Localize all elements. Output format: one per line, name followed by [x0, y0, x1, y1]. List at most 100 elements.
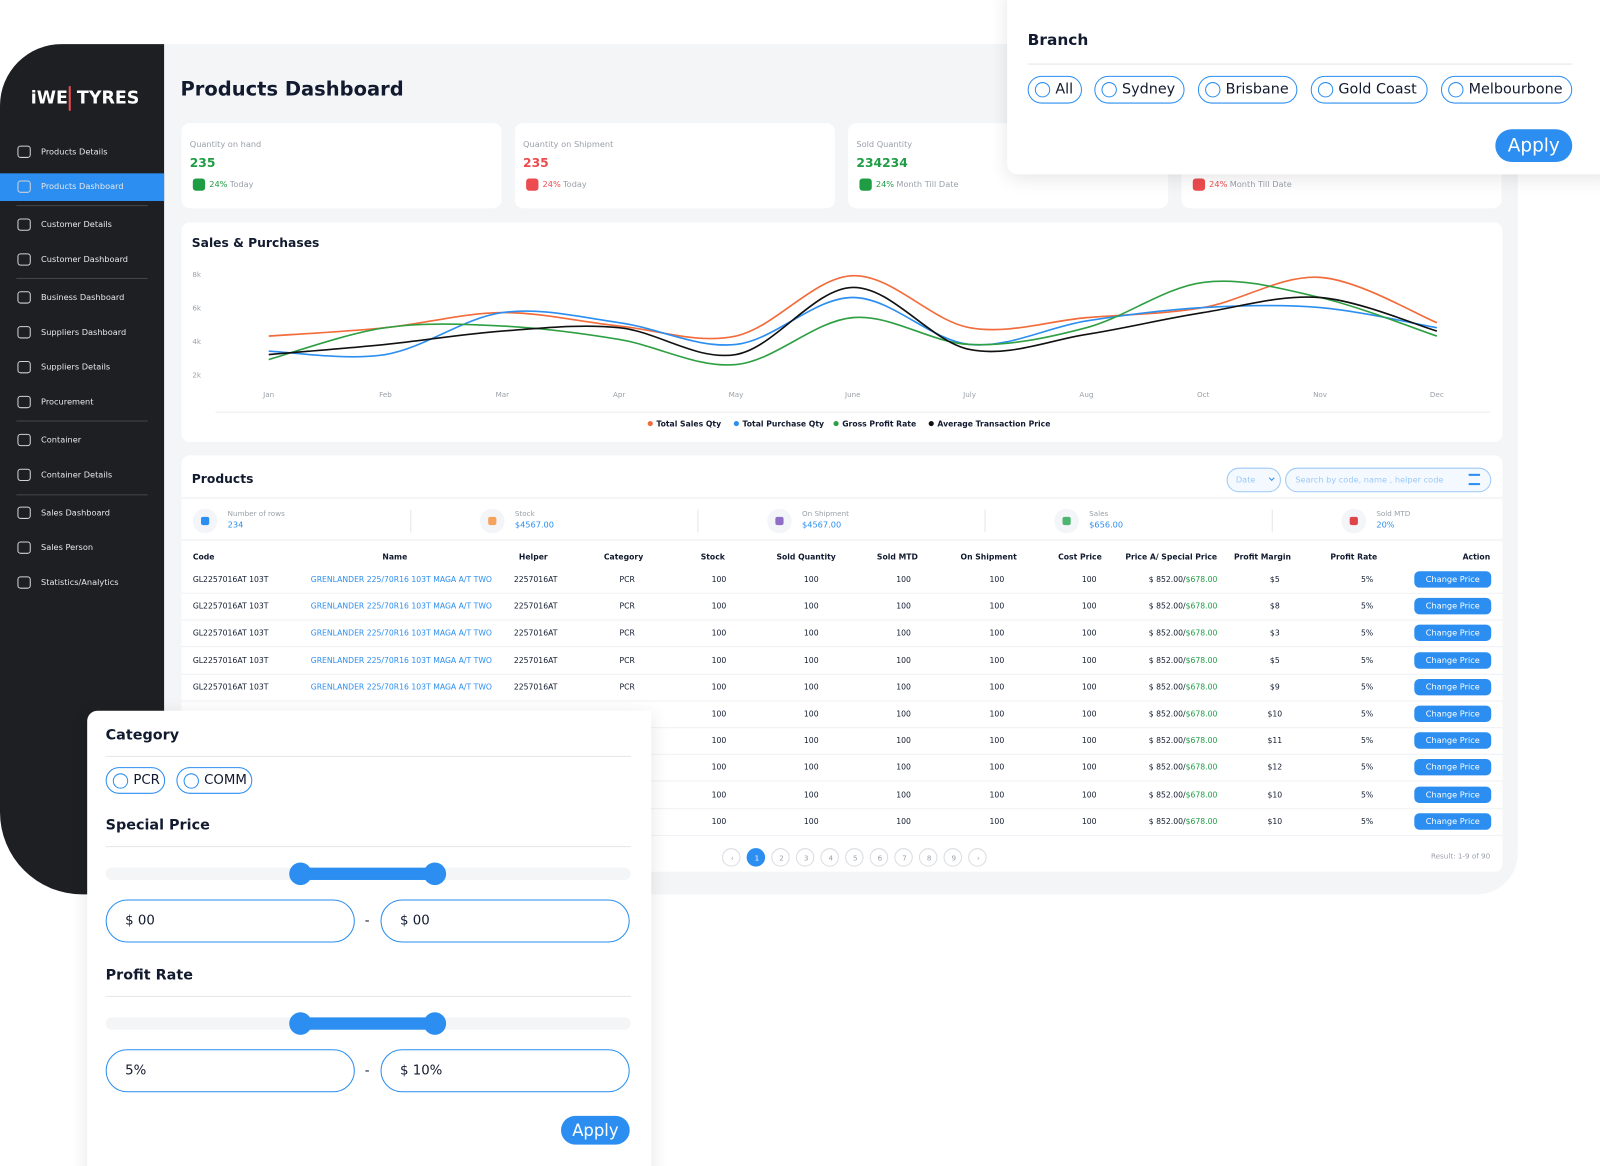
nav-item[interactable]: Procurement	[41, 397, 94, 407]
cell-helper: 2257016AT	[513, 682, 558, 692]
nav-icon	[17, 541, 31, 554]
page-button[interactable]: 6	[869, 848, 889, 867]
change-price-button[interactable]: Change Price	[1414, 705, 1492, 723]
card-period: Month Till Date	[896, 179, 959, 190]
nav-item[interactable]: Suppliers Details	[41, 362, 111, 372]
cell-price-a: $ 852.00/	[1148, 762, 1186, 773]
branch-option[interactable]: All	[1027, 75, 1083, 104]
nav-separator	[16, 277, 148, 279]
nav-item[interactable]: Container Details	[41, 470, 113, 480]
cell-code: GL2257016AT 103T	[192, 628, 269, 638]
cell-sold-mtd: 100	[896, 762, 911, 773]
change-price-button[interactable]: Change Price	[1414, 813, 1492, 830]
logo-divider	[68, 86, 71, 111]
input-value: $ 00	[125, 912, 155, 929]
cell-stock: 100	[711, 682, 727, 692]
row-divider	[181, 646, 1503, 648]
cell-rate: 5%	[1361, 601, 1374, 611]
page-button[interactable]: ‹	[722, 848, 741, 867]
column-header: On Shipment	[960, 552, 1017, 562]
cell-helper: 2257016AT	[513, 574, 558, 585]
section-title: Profit Rate	[105, 967, 193, 984]
page-button[interactable]: 1	[746, 848, 766, 867]
page-button[interactable]: ›	[968, 848, 987, 867]
divider	[181, 497, 1503, 499]
nav-item[interactable]: Statistics/Analytics	[41, 577, 119, 588]
change-price-button[interactable]: Change Price	[1414, 732, 1492, 749]
summary-value: 20%	[1376, 520, 1395, 530]
page-button[interactable]: 7	[894, 848, 913, 867]
slider-knob[interactable]	[423, 862, 447, 886]
cell-price-a: $ 852.00/	[1148, 574, 1186, 585]
branch-option[interactable]: Brisbane	[1197, 75, 1298, 104]
change-price-button[interactable]: Change Price	[1414, 786, 1492, 803]
filter-icon	[1468, 473, 1480, 486]
radio	[1448, 82, 1464, 98]
popup-title: Branch	[1027, 30, 1089, 50]
trend-badge	[1192, 178, 1206, 191]
trend-badge	[526, 178, 539, 191]
change-price-button[interactable]: Change Price	[1414, 678, 1492, 696]
change-price-button[interactable]: Change Price	[1414, 651, 1492, 669]
slider-knob[interactable]	[289, 1012, 312, 1035]
page-button[interactable]: 2	[771, 848, 790, 867]
cell-stock: 100	[711, 789, 727, 800]
nav-item[interactable]: Sales Person	[41, 543, 94, 553]
nav-icon	[17, 468, 31, 482]
cell-price-a: $ 852.00/	[1148, 628, 1186, 638]
nav-item[interactable]: Products Details	[41, 147, 108, 157]
page-button[interactable]: 3	[795, 848, 815, 867]
page-button[interactable]: 4	[820, 848, 839, 867]
stat-card	[514, 123, 835, 209]
cell-on-shipment: 100	[989, 816, 1005, 826]
range-input[interactable]: $ 10%	[380, 1049, 630, 1093]
page-label: 2	[779, 853, 784, 863]
change-price-button[interactable]: Change Price	[1414, 624, 1492, 642]
category-option[interactable]: COMM	[176, 767, 253, 794]
slider-knob[interactable]	[289, 862, 312, 886]
change-price-button[interactable]: Change Price	[1414, 571, 1492, 588]
row-divider	[181, 780, 1503, 782]
page-button[interactable]: 5	[845, 848, 864, 867]
page-button[interactable]: 9	[943, 848, 963, 867]
cell-sold-qty: 100	[803, 682, 819, 692]
nav-item[interactable]: Suppliers Dashboard	[41, 327, 127, 337]
option-label: Gold Coast	[1338, 81, 1417, 98]
slider-knob[interactable]	[423, 1012, 447, 1035]
nav-item[interactable]: Sales Dashboard	[41, 508, 110, 518]
nav-icon	[17, 326, 31, 339]
apply-button[interactable]: Apply	[561, 1115, 630, 1145]
branch-option[interactable]: Sydney	[1094, 75, 1185, 104]
nav-item[interactable]: Customer Details	[41, 219, 112, 230]
cell-sold-qty: 100	[803, 789, 819, 800]
search-box[interactable]: Search by code, name , helper code	[1285, 467, 1492, 493]
cell-special-price: $678.00	[1185, 628, 1218, 638]
category-option[interactable]: PCR	[105, 767, 166, 794]
change-price-button[interactable]: Change Price	[1414, 598, 1492, 615]
range-input[interactable]: 5%	[105, 1049, 355, 1093]
nav-item[interactable]: Products Dashboard	[41, 182, 124, 192]
nav-separator	[16, 494, 148, 496]
page-button[interactable]: 8	[918, 848, 938, 867]
cell-stock: 100	[711, 601, 727, 611]
page-label: 3	[803, 853, 809, 863]
nav-item[interactable]: Customer Dashboard	[41, 254, 129, 265]
summary-icon-glyph	[775, 516, 784, 526]
range-input[interactable]: $ 00	[380, 899, 630, 943]
cell-special-price: $678.00	[1185, 736, 1218, 746]
nav-item[interactable]: Business Dashboard	[41, 292, 125, 303]
branch-option[interactable]: Gold Coast	[1310, 75, 1428, 104]
cell-on-shipment: 100	[989, 789, 1005, 800]
range-input[interactable]: $ 00	[105, 899, 355, 943]
date-filter[interactable]: Date	[1226, 467, 1281, 493]
nav-item[interactable]: Container	[41, 435, 82, 445]
change-price-button[interactable]: Change Price	[1414, 759, 1492, 776]
nav-icon	[17, 361, 31, 374]
cell-price-a: $ 852.00/	[1148, 736, 1186, 746]
branch-option[interactable]: Melbourbone	[1440, 75, 1573, 104]
apply-button[interactable]: Apply	[1495, 129, 1573, 163]
cell-margin: $5	[1269, 655, 1280, 665]
cell-cost: 100	[1081, 601, 1097, 611]
summary-label: Number of rows	[227, 509, 285, 518]
cell-category: PCR	[619, 601, 635, 611]
